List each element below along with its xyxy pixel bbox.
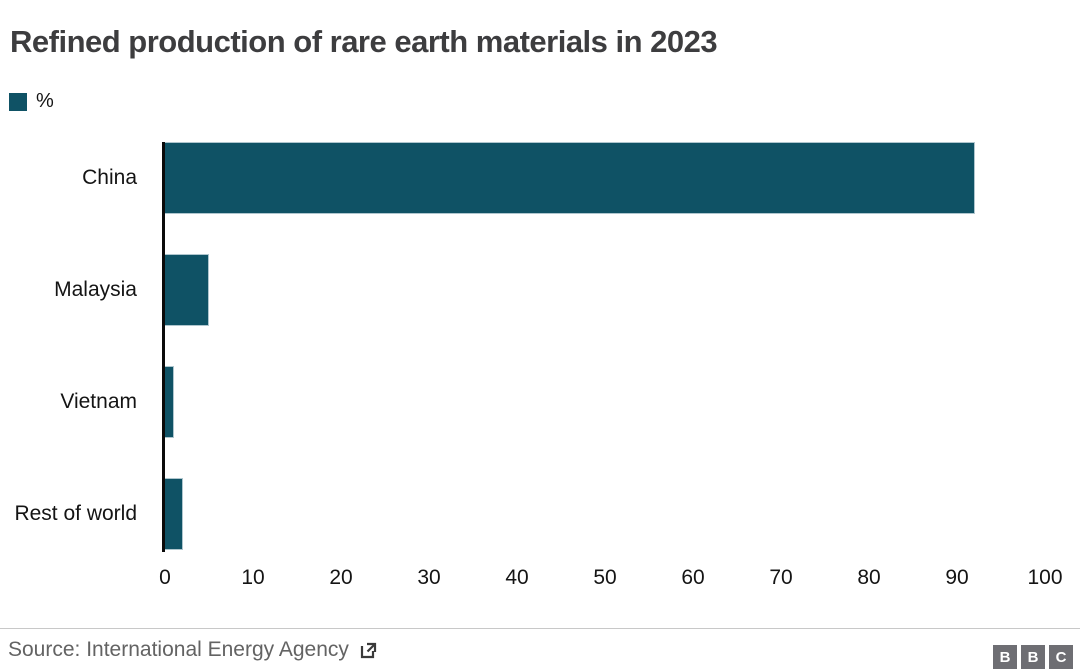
bar-track <box>165 366 1045 438</box>
category-label: Vietnam <box>60 390 137 413</box>
bar-track <box>165 142 1045 214</box>
chart-row: Rest of world <box>0 478 1080 550</box>
x-tick-label: 40 <box>505 566 529 589</box>
legend-label: % <box>36 90 54 112</box>
bbc-logo-block: B <box>993 645 1017 669</box>
x-tick-label: 60 <box>681 566 705 589</box>
source-label: Source: International Energy Agency <box>8 638 349 661</box>
x-tick-label: 100 <box>1027 566 1063 589</box>
chart-row: Malaysia <box>0 254 1080 326</box>
bar <box>165 478 183 550</box>
x-tick-label: 30 <box>417 566 441 589</box>
x-tick-label: 70 <box>769 566 793 589</box>
chart-row: China <box>0 142 1080 214</box>
external-link-icon <box>359 641 377 659</box>
legend-swatch-icon <box>9 92 27 111</box>
bar <box>165 142 975 214</box>
bbc-logo-block: C <box>1049 645 1073 669</box>
bar <box>165 254 209 326</box>
footer-divider <box>0 628 1080 629</box>
bar-chart: China Malaysia Vietnam Rest of world <box>0 142 1080 554</box>
x-tick-label: 20 <box>329 566 353 589</box>
bar-track <box>165 478 1045 550</box>
category-label: Malaysia <box>54 278 137 301</box>
chart-row: Vietnam <box>0 366 1080 438</box>
plot-rows: China Malaysia Vietnam Rest of world <box>0 142 1080 550</box>
bar <box>165 366 174 438</box>
x-tick-label: 0 <box>159 566 171 589</box>
x-tick-label: 80 <box>857 566 881 589</box>
bar-track <box>165 254 1045 326</box>
x-axis: 0 10 20 30 40 50 60 70 80 90 100 <box>0 566 1080 592</box>
source-link[interactable]: Source: International Energy Agency <box>8 638 377 662</box>
x-tick-label: 50 <box>593 566 617 589</box>
legend: % <box>9 90 54 113</box>
category-label: China <box>82 166 137 189</box>
chart-title: Refined production of rare earth materia… <box>10 24 718 59</box>
y-axis-line <box>162 142 165 552</box>
x-tick-label: 90 <box>945 566 969 589</box>
x-tick-label: 10 <box>241 566 265 589</box>
bbc-logo-block: B <box>1021 645 1045 669</box>
category-label: Rest of world <box>14 502 137 525</box>
